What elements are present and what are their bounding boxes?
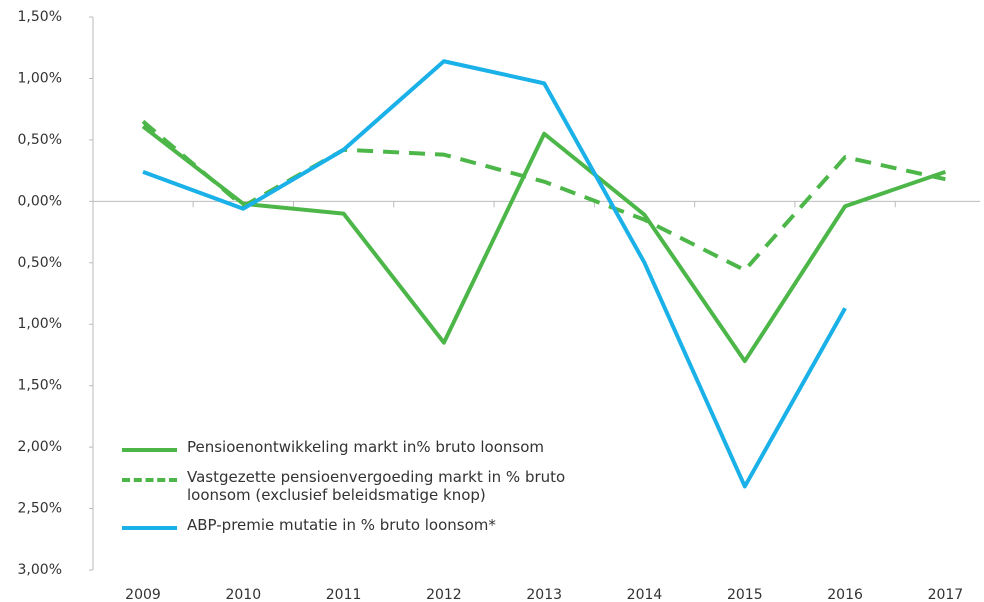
x-tick-label: 2016	[827, 587, 863, 602]
y-tick-label: 3,00%	[18, 562, 62, 578]
y-tick-label: 1,50%	[18, 378, 62, 394]
x-tick-label: 2014	[627, 587, 663, 602]
legend-item: ABP-premie mutatie in % bruto loonsom*	[122, 516, 602, 534]
x-tick-label: 2009	[125, 587, 161, 602]
y-tick-label: 1,00%	[18, 70, 62, 86]
x-tick-label: 2017	[928, 587, 964, 602]
legend-label: ABP-premie mutatie in % bruto loonsom*	[187, 516, 496, 534]
x-tick-label: 2010	[225, 587, 261, 602]
legend: Pensioenontwikkeling markt in% bruto loo…	[122, 438, 602, 546]
y-tick-label: 0,00%	[18, 193, 62, 209]
legend-swatch	[122, 526, 177, 530]
x-tick-label: 2015	[727, 587, 763, 602]
legend-item: Pensioenontwikkeling markt in% bruto loo…	[122, 438, 602, 456]
y-tick-label: 2,00%	[18, 439, 62, 455]
x-tick-label: 2011	[326, 587, 362, 602]
series-line	[141, 124, 947, 364]
legend-label: Vastgezette pensioenvergoeding markt in …	[187, 468, 566, 504]
y-tick-label: 0,50%	[18, 132, 62, 148]
y-tick-label: 0,50%	[18, 255, 62, 271]
legend-label: Pensioenontwikkeling markt in% bruto loo…	[187, 438, 544, 456]
legend-swatch	[122, 448, 177, 452]
legend-item: Vastgezette pensioenvergoeding markt in …	[122, 468, 602, 504]
y-tick-label: 1,00%	[18, 316, 62, 332]
series-line	[142, 59, 847, 489]
y-tick-label: 1,50%	[18, 9, 62, 25]
x-tick-label: 2012	[426, 587, 462, 602]
legend-swatch	[122, 478, 177, 482]
x-tick-label: 2013	[526, 587, 562, 602]
y-tick-label: 2,50%	[18, 501, 62, 517]
